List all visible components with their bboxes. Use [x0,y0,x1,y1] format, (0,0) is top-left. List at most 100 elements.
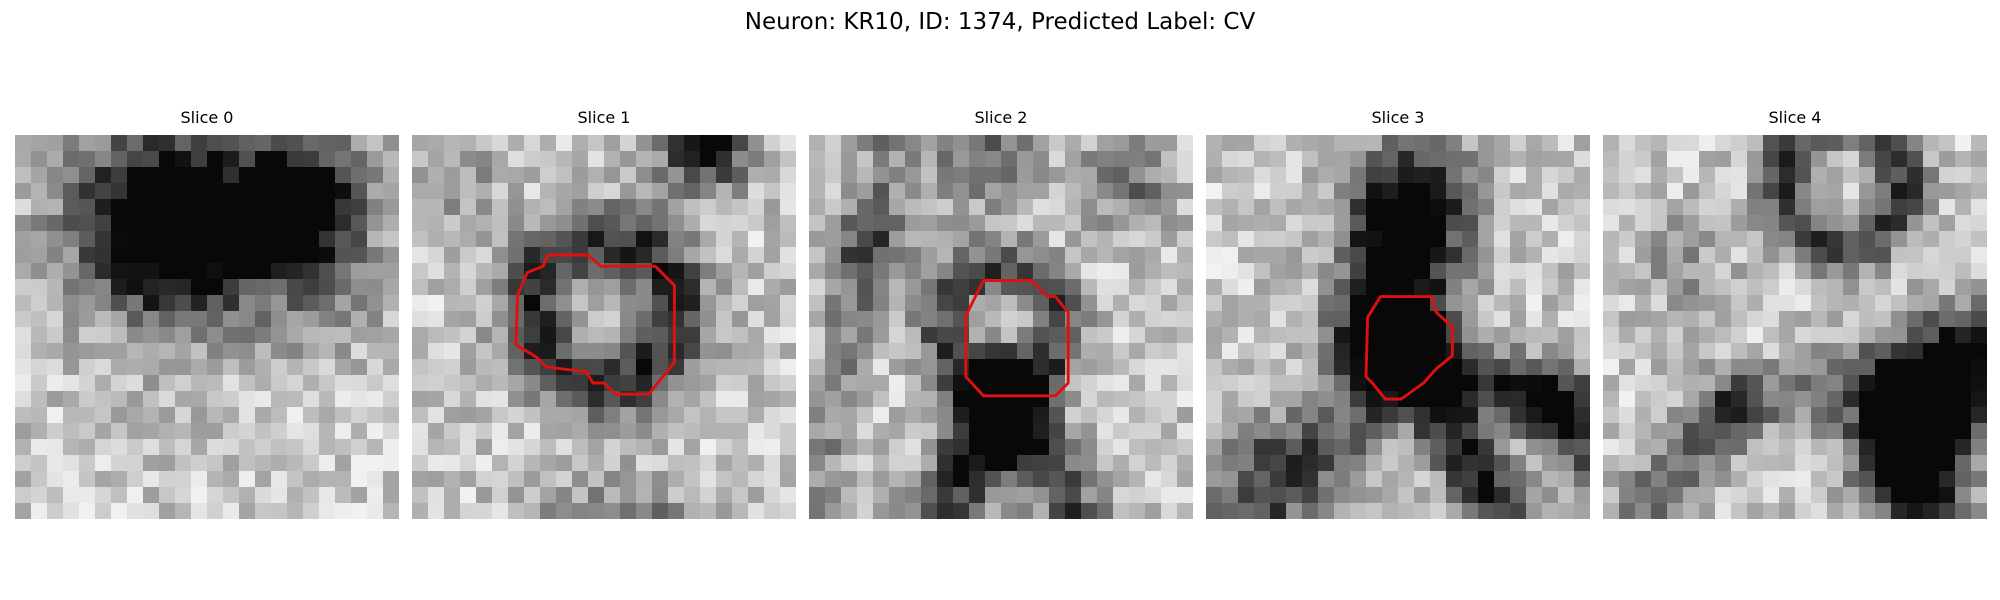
pixel [540,487,557,504]
pixel [239,375,256,392]
pixel [1715,503,1732,519]
pixel [1302,167,1319,184]
pixel [1683,503,1700,519]
pixel [255,263,272,280]
pixel [540,471,557,488]
pixel [1366,327,1383,344]
pixel [1366,231,1383,248]
pixel [524,359,541,376]
pixel [1763,231,1780,248]
pixel [335,167,352,184]
pixel [1939,375,1956,392]
pixel [1145,183,1162,200]
pixel [508,439,525,456]
pixel [921,375,938,392]
pixel [937,295,954,312]
pixel [1398,471,1415,488]
pixel [1619,199,1636,216]
pixel [1017,295,1034,312]
pixel [1097,375,1114,392]
pixel [921,135,938,152]
pixel [303,343,320,360]
pixel [1270,327,1287,344]
pixel [460,295,477,312]
pixel [1254,167,1271,184]
pixel [780,391,796,408]
pixel [652,343,669,360]
pixel [31,391,48,408]
pixel [1430,375,1447,392]
pixel [1843,487,1860,504]
pixel [1699,343,1716,360]
pixel [1699,487,1716,504]
pixel [604,343,621,360]
pixel [287,231,304,248]
pixel [1145,375,1162,392]
pixel [1318,423,1335,440]
pixel [159,167,176,184]
pixel [1382,183,1399,200]
pixel [207,487,224,504]
pixel [1907,247,1924,264]
pixel [1875,423,1892,440]
pixel [1302,359,1319,376]
pixel [175,231,192,248]
pixel [1286,167,1303,184]
pixel [841,423,858,440]
pixel [31,471,48,488]
pixel [1827,455,1844,472]
pixel [383,279,399,296]
pixel [1206,295,1223,312]
pixel [239,199,256,216]
pixel [1382,279,1399,296]
pixel [1222,471,1239,488]
pixel [319,311,336,328]
pixel [1747,503,1764,519]
pixel [159,375,176,392]
pixel [921,279,938,296]
pixel [460,167,477,184]
pixel [1318,487,1335,504]
pixel [1939,295,1956,312]
pixel [668,311,685,328]
pixel [271,279,288,296]
pixel [1254,391,1271,408]
pixel [1097,343,1114,360]
pixel [1558,295,1575,312]
pixel [1747,487,1764,504]
pixel [700,487,717,504]
pixel [716,263,733,280]
pixel [1238,455,1255,472]
pixel [1635,391,1652,408]
pixel [1939,215,1956,232]
pixel [1542,407,1559,424]
pixel [873,215,890,232]
pixel [524,407,541,424]
slice-title: Slice 2 [974,108,1028,127]
pixel [287,375,304,392]
pixel [255,407,272,424]
pixel [1478,487,1495,504]
pixel [636,359,653,376]
pixel [223,407,240,424]
pixel [63,279,80,296]
pixel [572,215,589,232]
pixel [1318,263,1335,280]
pixel [873,151,890,168]
pixel [953,439,970,456]
pixel [873,247,890,264]
pixel [412,199,429,216]
pixel [444,503,461,519]
pixel [1222,375,1239,392]
pixel [921,503,938,519]
pixel [652,167,669,184]
pixel [604,167,621,184]
pixel [1113,471,1130,488]
pixel [1494,343,1511,360]
pixel [1414,503,1431,519]
pixel [1635,279,1652,296]
pixel [1779,487,1796,504]
pixel [1603,279,1620,296]
pixel [809,327,826,344]
pixel [1222,439,1239,456]
